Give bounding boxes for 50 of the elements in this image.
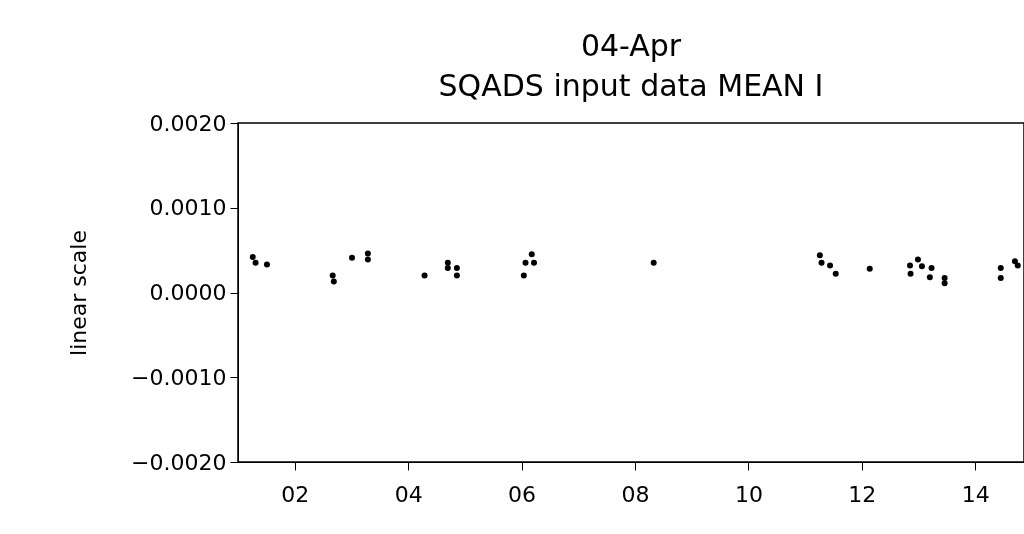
point <box>914 256 921 263</box>
x-tick-label: 14 <box>961 481 990 507</box>
point <box>453 264 460 271</box>
point <box>816 252 823 259</box>
point <box>364 256 371 263</box>
point <box>421 272 428 279</box>
y-tick-label: 0.0010 <box>149 195 227 221</box>
point <box>348 254 355 261</box>
point <box>866 265 873 272</box>
point <box>997 275 1004 282</box>
point <box>249 253 256 260</box>
point <box>926 274 933 281</box>
point <box>329 272 336 279</box>
point <box>330 278 337 285</box>
chart-title: SQADS input data MEAN I <box>438 68 824 103</box>
point <box>1011 258 1018 265</box>
chart-subtitle: 04-Apr <box>580 28 682 63</box>
point <box>918 263 925 270</box>
x-tick-label: 12 <box>848 481 877 507</box>
point <box>522 259 529 266</box>
point <box>827 262 834 269</box>
point <box>1014 262 1021 269</box>
point <box>528 251 535 258</box>
point <box>832 270 839 277</box>
y-tick-label: 0.0020 <box>149 110 227 136</box>
point <box>650 259 657 266</box>
point <box>818 259 825 266</box>
point <box>941 275 948 282</box>
point <box>997 264 1004 271</box>
point <box>907 270 914 277</box>
x-tick-label: 10 <box>734 481 763 507</box>
point <box>520 272 527 279</box>
point <box>252 259 259 266</box>
point <box>444 264 451 271</box>
x-tick-label: 04 <box>394 481 423 507</box>
point <box>444 259 451 266</box>
x-tick-label: 02 <box>281 481 310 507</box>
y-tick-label: −0.0010 <box>131 364 227 390</box>
y-tick-label: 0.0000 <box>149 280 227 305</box>
point <box>263 261 270 268</box>
x-tick-label: 06 <box>508 481 537 507</box>
y-axis-title: linear scale <box>66 230 92 356</box>
point <box>531 259 538 266</box>
point <box>941 280 948 287</box>
point <box>907 262 914 269</box>
point <box>453 272 460 279</box>
x-tick-label: 08 <box>621 481 650 507</box>
point <box>928 264 935 271</box>
point <box>364 250 371 257</box>
y-tick-label: −0.0020 <box>131 449 227 475</box>
